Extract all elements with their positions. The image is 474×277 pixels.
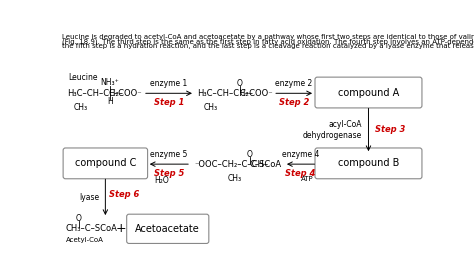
FancyBboxPatch shape xyxy=(315,77,422,108)
Text: Step 1: Step 1 xyxy=(154,98,184,107)
Text: enzyme 1: enzyme 1 xyxy=(150,79,188,88)
Text: +: + xyxy=(116,222,127,235)
Text: (Fig. 18.9). The third step is the same as the first step in fatty acid oxidatio: (Fig. 18.9). The third step is the same … xyxy=(62,39,474,45)
Text: H₂O: H₂O xyxy=(154,176,169,186)
Text: C–SCoA: C–SCoA xyxy=(249,160,281,169)
Text: C–COO⁻: C–COO⁻ xyxy=(239,89,273,98)
Text: compound C: compound C xyxy=(75,158,136,168)
Text: H₃C–CH–CH₂–: H₃C–CH–CH₂– xyxy=(197,89,253,98)
Text: ⁻OOC–CH₂–C–CH–: ⁻OOC–CH₂–C–CH– xyxy=(195,160,269,169)
Text: Step 4: Step 4 xyxy=(285,169,316,178)
Text: Step 5: Step 5 xyxy=(154,169,184,178)
Text: NH₃⁺: NH₃⁺ xyxy=(100,78,119,87)
Text: O: O xyxy=(247,150,253,159)
Text: acyl-CoA
dehydrogenase: acyl-CoA dehydrogenase xyxy=(303,120,362,140)
Text: O: O xyxy=(237,79,243,88)
Text: C–COO⁻: C–COO⁻ xyxy=(109,89,143,98)
Text: Acetyl-CoA: Acetyl-CoA xyxy=(65,237,103,243)
Text: Leucine: Leucine xyxy=(69,73,98,82)
Text: enzyme 4: enzyme 4 xyxy=(282,150,319,159)
FancyBboxPatch shape xyxy=(127,214,209,243)
Text: ATP: ATP xyxy=(301,176,313,182)
Text: H: H xyxy=(107,96,112,106)
Text: CH₃: CH₃ xyxy=(74,103,88,112)
Text: CH₃: CH₃ xyxy=(204,103,218,112)
Text: enzyme 2: enzyme 2 xyxy=(275,79,313,88)
Text: Acetoacetate: Acetoacetate xyxy=(136,224,200,234)
Text: lyase: lyase xyxy=(79,193,99,202)
Text: Step 3: Step 3 xyxy=(374,125,405,134)
Text: Step 2: Step 2 xyxy=(279,98,309,107)
Text: O: O xyxy=(76,214,82,222)
Text: enzyme 5: enzyme 5 xyxy=(150,150,188,159)
Text: CH₃–C–SCoA: CH₃–C–SCoA xyxy=(65,224,118,233)
Text: the fifth step is a hydration reaction, and the last step is a cleavage reaction: the fifth step is a hydration reaction, … xyxy=(62,43,474,49)
Text: compound B: compound B xyxy=(338,158,399,168)
Text: H₃C–CH–CH₂–: H₃C–CH–CH₂– xyxy=(67,89,123,98)
Text: Step 6: Step 6 xyxy=(109,190,140,199)
Text: compound A: compound A xyxy=(338,88,399,98)
FancyBboxPatch shape xyxy=(315,148,422,179)
Text: Leucine is degraded to acetyl-CoA and acetoacetate by a pathway whose first two : Leucine is degraded to acetyl-CoA and ac… xyxy=(62,34,474,40)
FancyBboxPatch shape xyxy=(63,148,147,179)
Text: CH₃: CH₃ xyxy=(228,174,242,183)
